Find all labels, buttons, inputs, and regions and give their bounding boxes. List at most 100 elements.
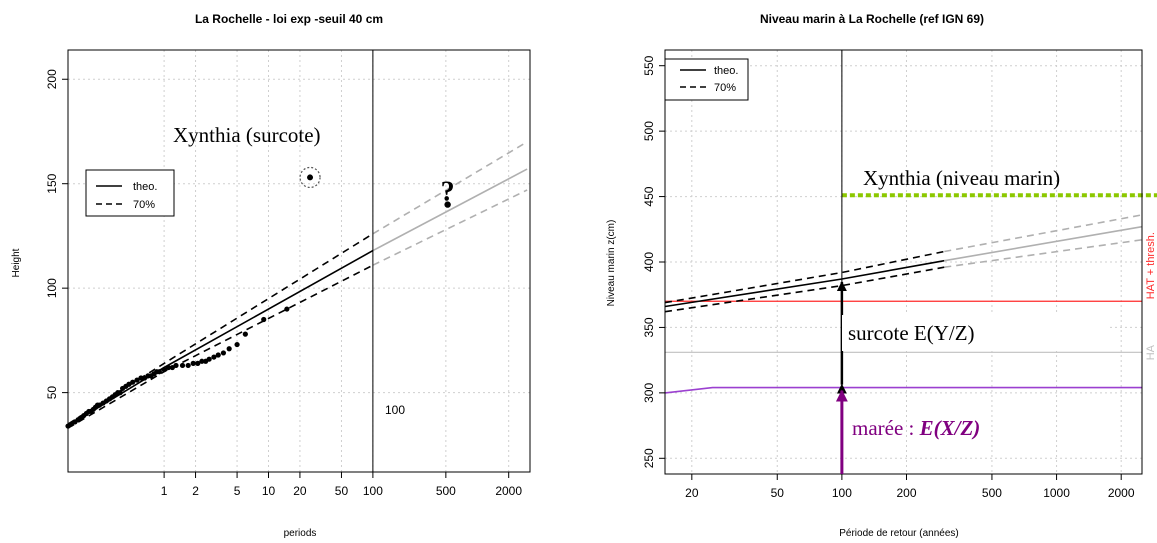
left-question-mark: ? bbox=[441, 177, 455, 208]
right-x-tick-label: 200 bbox=[896, 486, 916, 500]
right-chart-title: Niveau marin à La Rochelle (ref IGN 69) bbox=[760, 12, 984, 26]
left-observation-point bbox=[156, 369, 162, 375]
left-xynthia-circle bbox=[299, 166, 321, 189]
left-observation-point bbox=[206, 356, 212, 362]
right-x-tick-label: 50 bbox=[771, 486, 785, 500]
left-observation-point bbox=[134, 377, 140, 383]
left-y-tick-label: 100 bbox=[45, 278, 59, 298]
left-x-tick-label: 5 bbox=[234, 484, 241, 498]
left-estimate-point bbox=[444, 201, 451, 208]
left-legend-box bbox=[85, 169, 175, 217]
left-observation-point bbox=[226, 346, 232, 352]
left-y-tick-label: 200 bbox=[45, 69, 59, 89]
right-x-tick-label: 1000 bbox=[1043, 486, 1070, 500]
surcote-label: surcote E(Y/Z) bbox=[848, 321, 975, 345]
right-plot-frame bbox=[664, 49, 1143, 475]
left-y-axis-label: Height bbox=[11, 248, 22, 277]
left-xynthia-label: Xynthia (surcote) bbox=[173, 123, 321, 147]
left-xynthia-point bbox=[307, 174, 314, 181]
right-x-tick-label: 500 bbox=[982, 486, 1002, 500]
left-chart-title: La Rochelle - loi exp -seuil 40 cm bbox=[195, 12, 383, 26]
left-observation-point bbox=[211, 354, 217, 360]
right-legend-box bbox=[664, 58, 749, 101]
left-observation-point bbox=[173, 362, 179, 369]
right-series-line-2 bbox=[664, 266, 945, 313]
right-series-line-4 bbox=[944, 239, 1143, 268]
right-series-line-3 bbox=[664, 250, 945, 304]
right-legend-ci-label: 70% bbox=[714, 82, 736, 94]
right-series-line-5 bbox=[944, 214, 1143, 253]
left-observation-point bbox=[261, 316, 267, 323]
left-observations bbox=[65, 50, 374, 472]
right-y-tick-label: 350 bbox=[642, 317, 656, 337]
left-observation-point bbox=[190, 360, 196, 366]
right-grid bbox=[665, 50, 1142, 474]
left-x-tick-label: 100 bbox=[363, 484, 383, 498]
left-y-tick-label: 50 bbox=[45, 386, 59, 400]
left-observation-point bbox=[220, 350, 227, 356]
left-chart: La Rochelle - loi exp -seuil 40 cm 1 2 5 10… bbox=[11, 12, 531, 539]
right-y-axis-label: Niveau marin z(cm) bbox=[606, 220, 617, 307]
left-series-line-1 bbox=[372, 168, 528, 252]
left-plot-frame bbox=[67, 49, 531, 473]
right-axes: 20 50 100 200 500 1000 2000 250 300 350 400 450 500 5… bbox=[642, 55, 1135, 500]
right-series-line-6 bbox=[664, 386, 1142, 394]
right-y-tick-label: 300 bbox=[642, 383, 656, 403]
left-observation-point bbox=[130, 379, 136, 385]
right-x-tick-label: 20 bbox=[685, 486, 699, 500]
right-series-line-0 bbox=[664, 259, 945, 308]
hat-thresh-label: HAT + thresh. bbox=[1145, 232, 1157, 299]
maree-label-formula: E(X/Z) bbox=[919, 416, 981, 440]
right-x-axis-label: Période de retour (années) bbox=[839, 528, 959, 539]
left-series-line-2 bbox=[67, 264, 374, 429]
left-x-tick-label: 50 bbox=[335, 484, 349, 498]
left-observation-point bbox=[161, 367, 167, 373]
right-y-tick-label: 250 bbox=[642, 448, 656, 468]
left-observation-point bbox=[117, 390, 123, 396]
left-observation-point bbox=[199, 358, 205, 364]
left-axes: 1 2 5 10 20 50 100 500 2000 50 100 150 200 bbox=[45, 69, 522, 498]
left-x-tick-label: 20 bbox=[293, 484, 307, 498]
left-x-tick-label: 10 bbox=[262, 484, 276, 498]
right-y-tick-label: 400 bbox=[642, 252, 656, 272]
left-legend-ci-label: 70% bbox=[133, 199, 155, 211]
right-series-line-1 bbox=[944, 225, 1143, 262]
left-observation-point bbox=[215, 352, 221, 358]
left-observation-point bbox=[126, 381, 132, 387]
right-hline-labels: HAT + thresh. HA bbox=[1145, 232, 1157, 360]
maree-label: marée : E(X/Z) bbox=[852, 416, 980, 440]
right-y-tick-label: 500 bbox=[642, 121, 656, 141]
left-observation-point bbox=[185, 362, 191, 369]
left-y-tick-label: 150 bbox=[45, 173, 59, 193]
left-x-tick-label: 1 bbox=[161, 484, 168, 498]
right-x-tick-label: 100 bbox=[832, 486, 852, 500]
surcote-label-background bbox=[842, 315, 1107, 351]
right-y-tick-label: 450 bbox=[642, 186, 656, 206]
left-vline-label: 100 bbox=[385, 403, 405, 417]
left-observation-point bbox=[242, 331, 248, 337]
left-observation-point bbox=[179, 362, 186, 369]
right-series bbox=[664, 214, 1143, 394]
right-xynthia-label: Xynthia (niveau marin) bbox=[863, 166, 1060, 190]
maree-label-prefix: marée : bbox=[852, 416, 920, 440]
left-observation-point bbox=[138, 375, 144, 381]
left-observation-point bbox=[234, 341, 240, 348]
left-legend-theo-label: theo. bbox=[133, 181, 157, 193]
left-x-tick-label: 2 bbox=[192, 484, 199, 498]
right-legend-theo-label: theo. bbox=[714, 65, 738, 77]
left-observation-point bbox=[165, 364, 172, 371]
left-series-line-0 bbox=[67, 249, 374, 427]
left-series-line-4 bbox=[372, 189, 528, 266]
left-observation-point bbox=[195, 360, 201, 366]
left-x-tick-label: 2000 bbox=[495, 484, 522, 498]
left-legend: theo. 70% bbox=[85, 169, 175, 217]
left-x-axis-label: periods bbox=[284, 528, 317, 539]
left-grid bbox=[68, 50, 530, 472]
left-x-tick-label: 500 bbox=[436, 484, 456, 498]
right-y-tick-label: 550 bbox=[642, 55, 656, 75]
left-series-line-5 bbox=[372, 141, 528, 235]
ha-label: HA bbox=[1145, 344, 1157, 360]
right-chart: Niveau marin à La Rochelle (ref IGN 69) … bbox=[606, 12, 1157, 539]
right-legend: theo. 70% bbox=[664, 58, 749, 101]
